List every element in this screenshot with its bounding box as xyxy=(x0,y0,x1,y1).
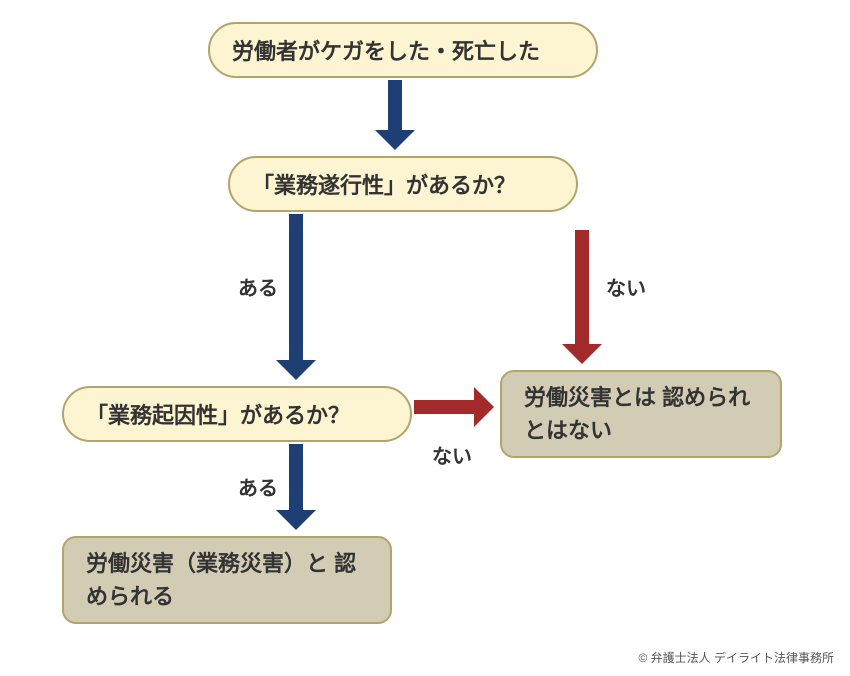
arrow-e1-stem xyxy=(289,214,303,360)
arrow-e4-label: ある xyxy=(238,472,278,501)
arrow-e2-label: ない xyxy=(606,272,646,301)
arrow-e4-stem xyxy=(289,444,303,510)
arrow-e1-head xyxy=(276,360,316,380)
arrow-e3-head xyxy=(474,387,494,427)
arrow-e2-head xyxy=(562,344,602,364)
arrow-e3-stem xyxy=(414,400,474,414)
flowchart-node-result-no: 労働災害とは 認められとはない xyxy=(500,370,782,458)
arrow-e2-stem xyxy=(575,230,589,344)
flowchart-node-q1: 「業務遂行性」があるか？ xyxy=(228,156,578,212)
arrow-e4-head xyxy=(276,510,316,530)
arrow-e1-label: ある xyxy=(238,272,278,301)
flowchart-node-result-yes: 労働災害（業務災害）と 認められる xyxy=(62,536,392,624)
arrow-e0-head xyxy=(375,130,415,150)
arrow-e0-stem xyxy=(388,80,402,130)
flowchart-node-q2: 「業務起因性」があるか？ xyxy=(62,386,412,442)
flowchart-node-start: 労働者がケガをした・死亡した xyxy=(208,22,598,78)
copyright-text: © 弁護士法人 デイライト法律事務所 xyxy=(638,649,834,666)
arrow-e3-label: ない xyxy=(432,440,472,469)
